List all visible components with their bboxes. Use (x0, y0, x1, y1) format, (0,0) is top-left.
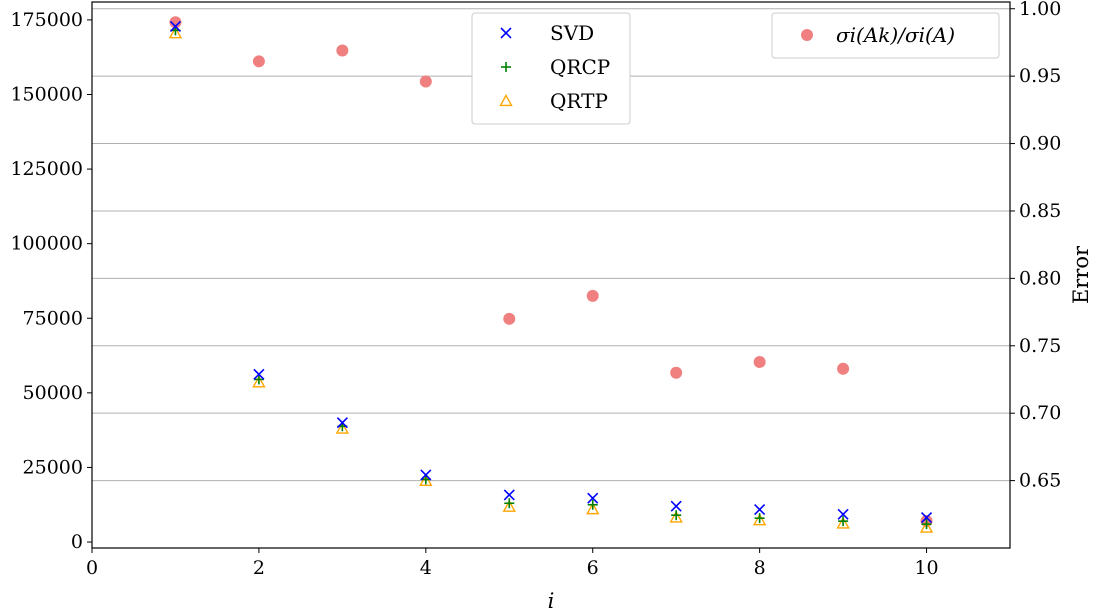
svd-point (920, 512, 933, 524)
legend-ratio-box (771, 12, 1000, 59)
qrtp-point (836, 516, 850, 529)
right-y-axis-title: Error (1069, 245, 1093, 304)
svd-point-stroke (587, 492, 599, 504)
data-marks (168, 16, 934, 533)
x-tick-label: 6 (587, 557, 599, 579)
left-y-tick-label: 0 (71, 531, 83, 553)
plot-frame (91, 1, 1011, 549)
x-axis-ticks: 0 2 4 6 8 10 (86, 548, 939, 579)
svd-point (503, 489, 515, 501)
ratio-point (419, 75, 432, 88)
legend-marker-qrtp (499, 94, 513, 107)
x-tick-label: 10 (914, 557, 938, 579)
svd-point-stroke (837, 508, 849, 520)
right-y-tick-label: 0.65 (1019, 470, 1061, 492)
legend-methods: SVD QRCP QRTP (471, 12, 631, 125)
legend-marker-ratio (801, 29, 813, 41)
svd-point-stroke (503, 489, 515, 501)
right-y-tick-label: 0.85 (1019, 200, 1061, 222)
right-y-tick-label: 0.90 (1019, 133, 1061, 155)
qrcp-point (253, 374, 264, 385)
legend-label-qrtp: QRTP (550, 89, 608, 113)
svd-point (169, 20, 182, 33)
right-y-tick-label: 0.95 (1019, 65, 1061, 87)
left-y-tick-label: 50000 (23, 382, 83, 404)
svd-point-stroke (169, 20, 182, 33)
qrtp-point (335, 421, 350, 434)
qrcp-point (671, 510, 682, 521)
ratio-point (753, 355, 766, 368)
qrtp-point (252, 375, 266, 388)
left-y-tick-label: 25000 (23, 456, 83, 478)
ratio-point (586, 289, 599, 302)
left-y-axis-ticks: 0 25000 50000 75000 100000 125000 150000 175000 (10, 9, 92, 553)
qrtp-point (752, 513, 767, 526)
legend-label-ratio: σi(Ak)/σi(A) (836, 23, 955, 47)
svd-point (253, 368, 265, 380)
svd-point-stroke (754, 503, 766, 516)
right-y-tick-label: 0.75 (1019, 335, 1061, 357)
qrcp-point (921, 519, 932, 530)
qrtp-point (419, 473, 433, 486)
qrcp-point (420, 474, 431, 485)
svd-point (336, 417, 348, 429)
svd-point-stroke (253, 368, 265, 380)
left-y-tick-label: 100000 (10, 233, 83, 255)
qrtp-point (586, 502, 600, 515)
left-y-tick-label: 150000 (10, 83, 83, 105)
legend-marker-qrcp (501, 62, 511, 72)
legend-marker-svd (500, 27, 512, 39)
x-tick-label: 4 (420, 557, 432, 579)
left-y-tick-label: 125000 (10, 158, 83, 180)
right-y-tick-label: 0.80 (1019, 267, 1061, 289)
svd-point (670, 500, 682, 512)
right-y-axis-ticks: 0.65 0.70 0.75 0.80 0.85 0.90 0.95 1.00 (1010, 0, 1061, 492)
qrtp-point (919, 520, 934, 533)
right-y-tick-label: 1.00 (1019, 0, 1061, 20)
ratio-point (503, 312, 516, 325)
ratio-point (670, 366, 683, 379)
x-axis-title: i (548, 589, 555, 613)
qrcp-point (587, 499, 598, 510)
legend-label-qrcp: QRCP (550, 55, 610, 79)
ratio-point (837, 362, 850, 375)
qrtp-point (502, 499, 516, 512)
qrcp-point (838, 516, 849, 527)
left-y-tick-label: 175000 (10, 9, 83, 31)
qrcp-point (504, 498, 515, 509)
svd-point (754, 503, 766, 516)
legend-methods-box (471, 12, 631, 125)
ratio-point (336, 44, 349, 57)
x-tick-label: 0 (86, 557, 98, 579)
svd-point-stroke (920, 512, 933, 524)
svd-point-stroke (420, 469, 432, 481)
left-y-tick-label: 75000 (23, 307, 83, 329)
svd-point-stroke (336, 417, 348, 429)
qrcp-point (754, 513, 765, 524)
legend-marker-svd-stroke (500, 27, 512, 39)
ratio-point (169, 16, 182, 29)
x-tick-label: 2 (253, 557, 265, 579)
svd-point (587, 492, 599, 504)
grid-lines (92, 8, 1010, 482)
legend-ratio: σi(Ak)/σi(A) (771, 12, 1000, 59)
svd-point (420, 469, 432, 481)
qrtp-point (669, 510, 683, 523)
right-y-tick-label: 0.70 (1019, 402, 1061, 424)
svd-point (837, 508, 849, 520)
qrtp-point (168, 26, 183, 39)
x-tick-label: 8 (754, 557, 766, 579)
legend-label-svd: SVD (550, 21, 594, 45)
svd-point-stroke (670, 500, 682, 512)
ratio-point (252, 55, 265, 68)
